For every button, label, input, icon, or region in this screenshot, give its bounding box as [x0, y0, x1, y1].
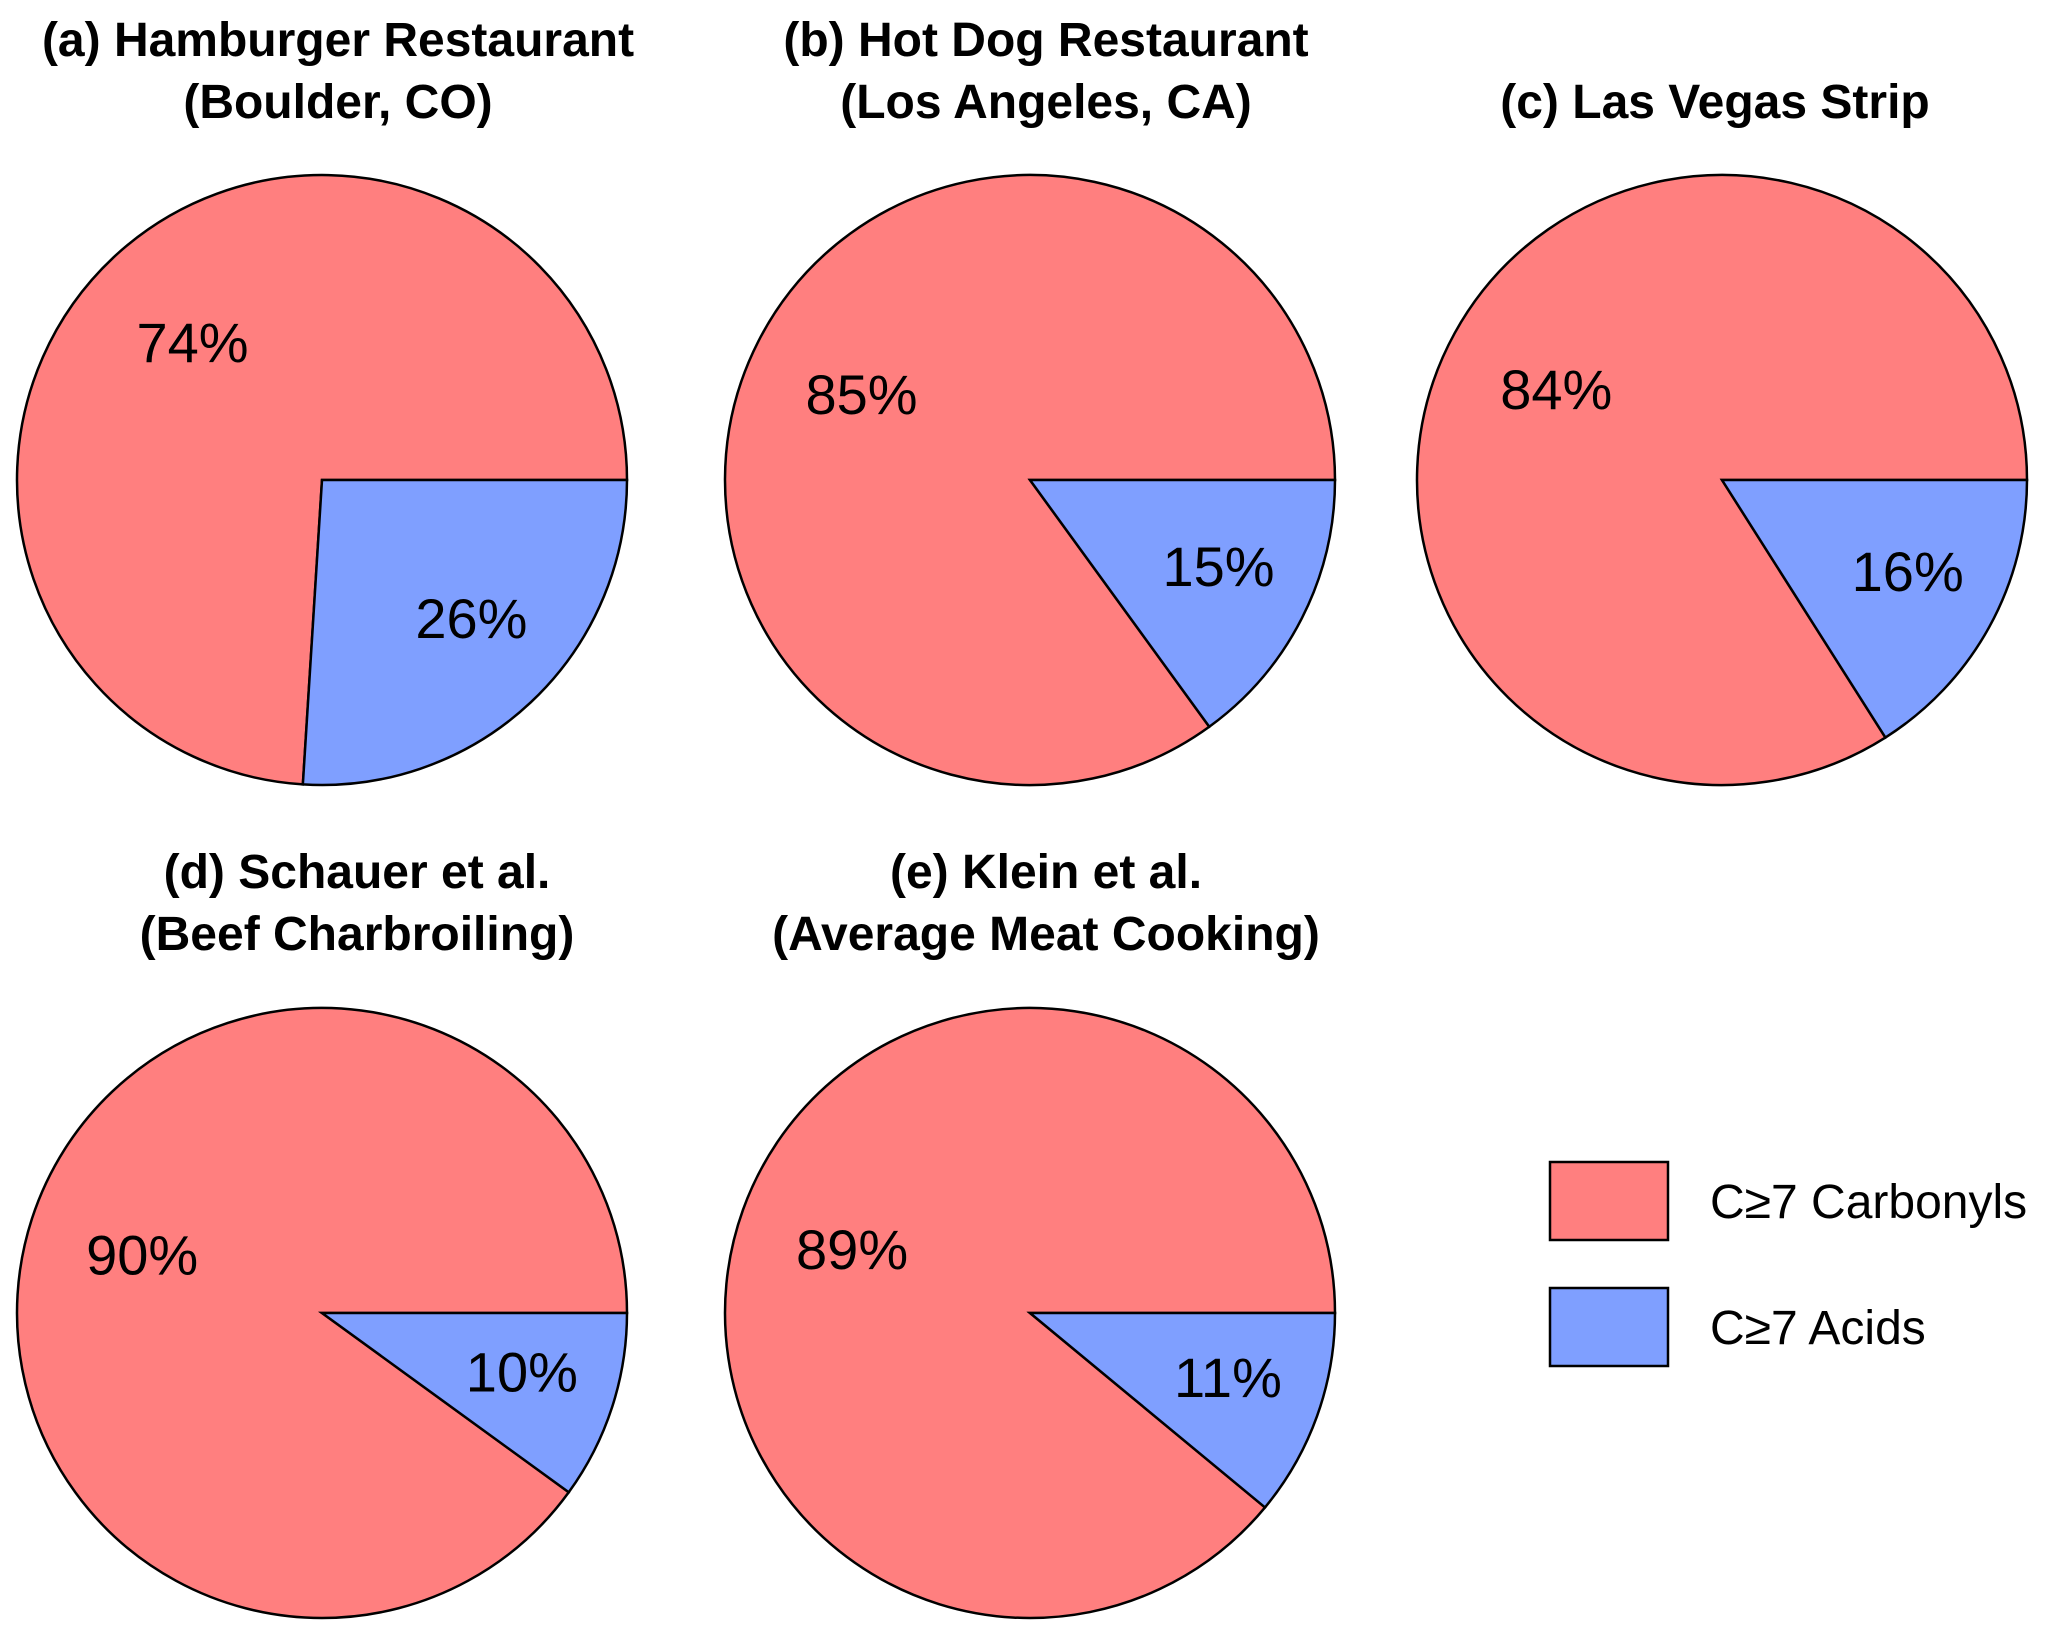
slice-label-acids: 15%	[1162, 535, 1274, 598]
pie-panel: (c) Las Vegas Strip 84% 16%	[1415, 76, 2029, 787]
pie-title: (b) Hot Dog Restaurant	[783, 14, 1308, 67]
slice-label-acids: 26%	[415, 587, 527, 650]
legend: C≥7 Carbonyls C≥7 Acids	[1548, 1160, 2027, 1368]
pie-title: (e) Klein et al.	[890, 846, 1202, 899]
slice-label-carbonyls: 85%	[805, 363, 917, 426]
pie-slice-carbonyls	[1415, 173, 2029, 787]
legend-swatch	[1548, 1286, 1670, 1368]
pie-title: (a) Hamburger Restaurant	[42, 14, 634, 67]
pie-title: (Average Meat Cooking)	[772, 908, 1320, 961]
pie-panel: (b) Hot Dog Restaurant (Los Angeles, CA) 8…	[723, 14, 1337, 787]
slice-label-acids: 11%	[1174, 1346, 1282, 1409]
pie-panels: (a) Hamburger Restaurant (Boulder, CO) 74%…	[15, 14, 2029, 1620]
slice-label-carbonyls: 74%	[137, 311, 249, 374]
pie-panel: (a) Hamburger Restaurant (Boulder, CO) 74%…	[15, 14, 634, 787]
pie-title: (Beef Charbroiling)	[140, 908, 575, 961]
slice-label-acids: 16%	[1852, 540, 1964, 603]
pie-panel: (e) Klein et al. (Average Meat Cooking) 89…	[723, 846, 1337, 1620]
pie-slice-acids	[1026, 1311, 1337, 1510]
pie-slice-acids	[301, 478, 629, 787]
pie-title: (d) Schauer et al.	[164, 846, 551, 899]
slice-label-carbonyls: 90%	[86, 1224, 198, 1287]
pie-title: (c) Las Vegas Strip	[1500, 76, 1930, 129]
slice-label-carbonyls: 89%	[796, 1218, 908, 1281]
pie-slice-acids	[1027, 478, 1337, 729]
legend-label: C≥7 Carbonyls	[1710, 1176, 2027, 1229]
pie-title: (Los Angeles, CA)	[840, 76, 1252, 129]
pie-slice-acids	[318, 1311, 629, 1495]
legend-swatch	[1548, 1160, 1670, 1242]
pie-title: (Boulder, CO)	[183, 76, 492, 129]
pie-slice-acids	[1719, 478, 2029, 740]
pie-panel: (d) Schauer et al. (Beef Charbroiling) 90%…	[15, 846, 629, 1620]
slice-label-acids: 10%	[466, 1340, 578, 1403]
slice-label-carbonyls: 84%	[1500, 358, 1612, 421]
legend-label: C≥7 Acids	[1710, 1302, 1926, 1355]
